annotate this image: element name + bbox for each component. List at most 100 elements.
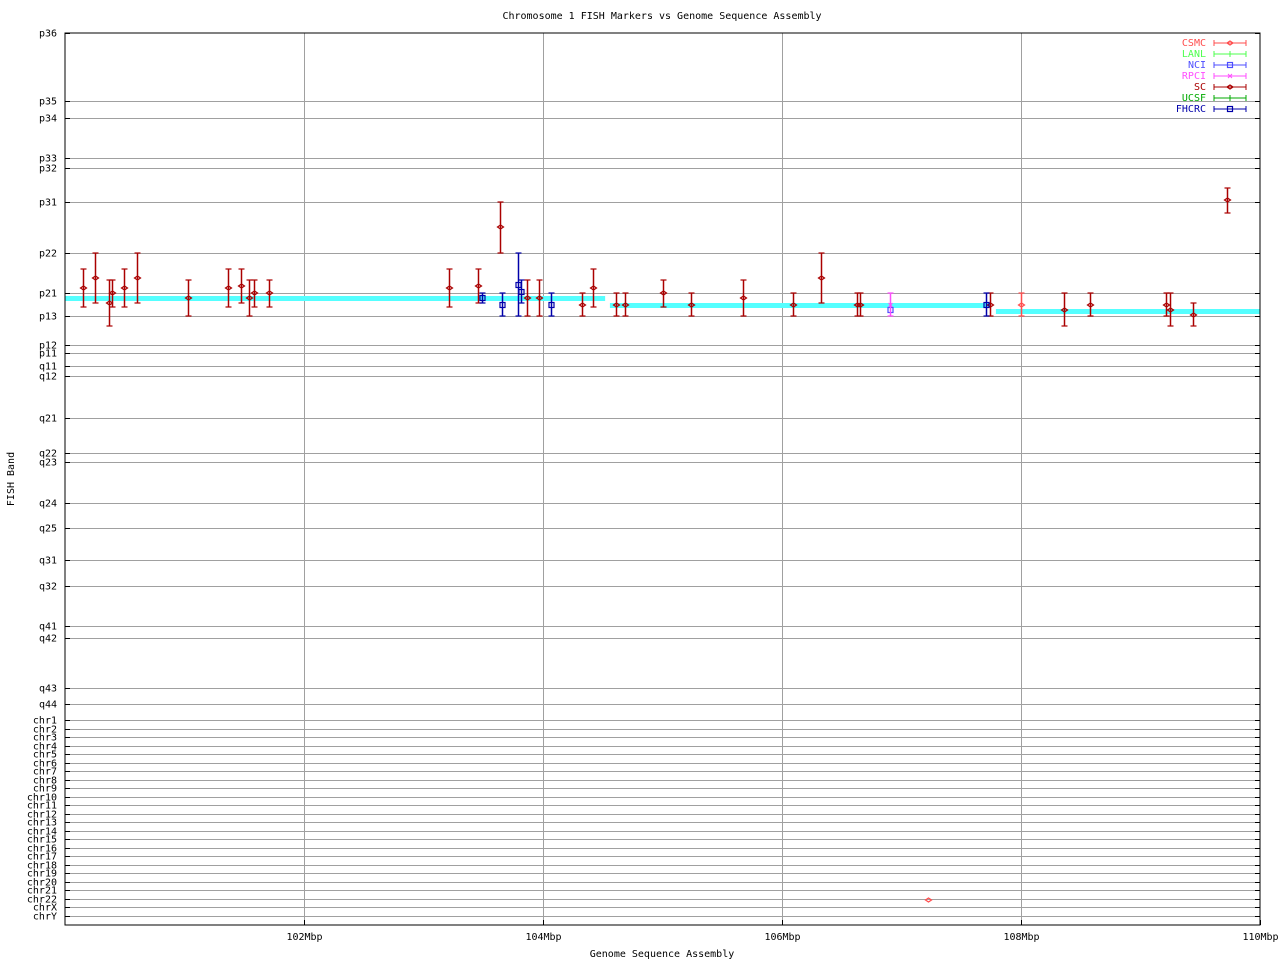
sc-marker-group: [91, 252, 100, 304]
sc-point: [184, 295, 193, 301]
x-tick-label: 108Mbp: [1003, 932, 1039, 943]
x-tick-label: 110Mbp: [1242, 932, 1278, 943]
y-tick-label: q32: [39, 582, 57, 593]
sc-point: [224, 285, 233, 291]
sc-marker-group: [224, 268, 233, 308]
x-tick-label: 104Mbp: [525, 932, 561, 943]
sc-marker-group: [739, 279, 748, 317]
legend-label-sc: SC: [1194, 82, 1206, 93]
data-marks: [79, 187, 1232, 903]
x-tick-label: 106Mbp: [764, 932, 800, 943]
rpci-marker-group: [887, 292, 894, 317]
y-tick-label: q23: [39, 458, 57, 469]
y-tick-label: q12: [39, 372, 57, 383]
legend-label-ucsf: UCSF: [1182, 93, 1206, 104]
sc-point: [659, 290, 668, 296]
assembly-line: [65, 296, 1260, 314]
chart-title: Chromosome 1 FISH Markers vs Genome Sequ…: [502, 11, 821, 22]
y-tick-label: chr11: [27, 801, 57, 812]
y-tick-label: chr12: [27, 810, 57, 821]
sc-marker-group: [496, 201, 505, 254]
legend-label-nci: NCI: [1188, 60, 1206, 71]
fhcrc-marker-group: [479, 292, 486, 304]
sc-point: [856, 302, 865, 308]
y-tick-label: p35: [39, 97, 57, 108]
y-tick-label: p31: [39, 198, 57, 209]
sc-marker-group: [133, 252, 142, 304]
fhcrc-marker-group: [983, 292, 990, 317]
y-tick-label: chr17: [27, 852, 57, 863]
sc-point: [1086, 302, 1095, 308]
y-tick-label: q25: [39, 524, 57, 535]
sc-point: [621, 302, 630, 308]
legend-marker-fhcrc: [1226, 105, 1234, 113]
sc-point: [496, 224, 505, 230]
grid: [65, 33, 1260, 925]
y-tick-label: q41: [39, 622, 57, 633]
sc-marker-group: [105, 279, 114, 327]
y-tick-label: q42: [39, 634, 57, 645]
rpci-point: [888, 302, 893, 308]
y-tick-label: chrY: [33, 912, 57, 923]
y-tick-label: p22: [39, 249, 57, 260]
y-tick-label: chr13: [27, 818, 57, 829]
y-tick-label: chr2: [33, 725, 57, 736]
y-tick-label: q44: [39, 700, 57, 711]
sc-marker-group: [687, 292, 696, 317]
sc-point: [265, 290, 274, 296]
sc-point: [79, 285, 88, 291]
fhcrc-point: [983, 301, 990, 309]
sc-marker-group: [79, 268, 88, 308]
y-tick-label: chr4: [33, 742, 57, 753]
y-tick-label: chr3: [33, 733, 57, 744]
y-tick-label: q11: [39, 362, 57, 373]
csmc-point: [924, 897, 933, 903]
y-tick-label: q22: [39, 449, 57, 460]
sc-point: [1166, 307, 1175, 313]
sc-point: [108, 290, 117, 296]
sc-point: [789, 302, 798, 308]
legend-marker-sc: [1225, 84, 1235, 90]
fhcrc-point: [518, 288, 525, 296]
sc-point: [612, 302, 621, 308]
legend-marker-rpci: [1227, 73, 1233, 79]
sc-point: [1223, 197, 1232, 203]
sc-marker-group: [817, 252, 826, 304]
fhcrc-marker-group: [499, 292, 506, 317]
sc-point: [237, 283, 246, 289]
plot-frame: [64, 32, 1261, 926]
assembly-segment: [609, 303, 990, 308]
csmc-marker-group: [924, 897, 933, 903]
legend-label-fhcrc: FHCRC: [1176, 104, 1206, 115]
sc-point: [589, 285, 598, 291]
y-tick-label: chrX: [33, 903, 57, 914]
y-tick-label: p32: [39, 164, 57, 175]
sc-marker-group: [578, 292, 587, 317]
sc-point: [245, 295, 254, 301]
sc-point: [120, 285, 129, 291]
y-tick-label: q43: [39, 684, 57, 695]
y-tick-label: chr9: [33, 784, 57, 795]
sc-marker-group: [621, 292, 630, 317]
y-tick-label: chr22: [27, 895, 57, 906]
sc-marker-group: [250, 279, 259, 308]
legend-label-lanl: LANL: [1182, 49, 1206, 60]
sc-point: [250, 290, 259, 296]
sc-marker-group: [245, 279, 254, 317]
y-tick-label: p34: [39, 114, 57, 125]
legend-marker-nci: [1226, 61, 1234, 69]
sc-marker-group: [1086, 292, 1095, 317]
fhcrc-point: [548, 301, 555, 309]
sc-marker-group: [535, 279, 544, 317]
y-tick-label: p21: [39, 289, 57, 300]
sc-marker-group: [589, 268, 598, 308]
sc-point: [474, 283, 483, 289]
y-tick-label: chr18: [27, 861, 57, 872]
y-tick-label: chr5: [33, 750, 57, 761]
sc-marker-group: [789, 292, 798, 317]
x-axis-label: Genome Sequence Assembly: [590, 949, 735, 960]
sc-marker-group: [1189, 302, 1198, 327]
y-tick-label: chr6: [33, 759, 57, 770]
